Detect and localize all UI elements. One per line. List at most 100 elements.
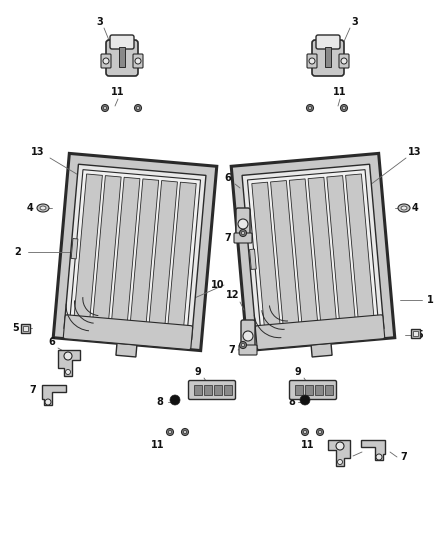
Text: 2: 2 <box>14 247 21 257</box>
Text: 10: 10 <box>211 280 225 290</box>
FancyBboxPatch shape <box>307 54 317 68</box>
Bar <box>295 385 303 395</box>
Circle shape <box>243 331 253 341</box>
Text: 9: 9 <box>295 367 301 377</box>
Bar <box>70 169 201 334</box>
FancyBboxPatch shape <box>101 54 111 68</box>
Bar <box>92 176 121 324</box>
Text: 6: 6 <box>49 337 55 347</box>
Bar <box>149 181 177 328</box>
Circle shape <box>309 58 315 64</box>
Bar <box>252 182 280 330</box>
Polygon shape <box>361 440 385 460</box>
FancyBboxPatch shape <box>290 381 336 400</box>
Circle shape <box>170 395 180 405</box>
Bar <box>308 177 337 325</box>
Bar <box>22 326 28 330</box>
Circle shape <box>66 369 71 375</box>
Text: 7: 7 <box>225 233 231 243</box>
Text: 7: 7 <box>229 345 235 355</box>
FancyBboxPatch shape <box>133 54 143 68</box>
FancyBboxPatch shape <box>110 35 134 49</box>
Text: 11: 11 <box>111 87 125 97</box>
Circle shape <box>341 58 347 64</box>
Bar <box>224 385 232 395</box>
Circle shape <box>103 106 107 110</box>
Text: 4: 4 <box>27 203 33 213</box>
Circle shape <box>181 429 188 435</box>
Bar <box>116 343 137 357</box>
Bar <box>410 328 420 337</box>
Text: 8: 8 <box>156 397 163 407</box>
Bar <box>271 181 299 328</box>
Ellipse shape <box>40 206 46 210</box>
Bar <box>250 249 256 270</box>
Bar <box>325 385 333 395</box>
Circle shape <box>338 459 343 464</box>
Bar <box>315 385 323 395</box>
Circle shape <box>342 106 346 110</box>
Text: 11: 11 <box>333 87 347 97</box>
FancyBboxPatch shape <box>188 381 236 400</box>
Text: 7: 7 <box>401 452 407 462</box>
Circle shape <box>307 104 314 111</box>
Circle shape <box>136 106 140 110</box>
Bar <box>346 174 374 322</box>
Bar <box>130 179 159 327</box>
Bar <box>74 174 102 322</box>
Circle shape <box>166 429 173 435</box>
Bar <box>327 176 355 324</box>
Polygon shape <box>42 385 66 405</box>
Bar <box>311 343 332 357</box>
FancyBboxPatch shape <box>64 315 193 350</box>
Ellipse shape <box>398 204 410 212</box>
FancyBboxPatch shape <box>53 154 217 351</box>
Circle shape <box>300 395 310 405</box>
Polygon shape <box>328 440 350 466</box>
Bar <box>242 164 384 340</box>
Text: 6: 6 <box>225 173 231 183</box>
Ellipse shape <box>401 206 407 210</box>
Text: 12: 12 <box>338 447 352 457</box>
Text: 12: 12 <box>226 290 240 300</box>
Circle shape <box>340 104 347 111</box>
Bar <box>21 324 29 333</box>
Circle shape <box>102 104 109 111</box>
Circle shape <box>308 106 312 110</box>
FancyBboxPatch shape <box>312 40 344 76</box>
Bar <box>111 177 140 325</box>
FancyBboxPatch shape <box>234 233 252 243</box>
Circle shape <box>238 219 248 229</box>
Text: 5: 5 <box>417 330 424 340</box>
Text: 8: 8 <box>289 397 296 407</box>
Circle shape <box>103 58 109 64</box>
Bar <box>290 179 318 327</box>
FancyBboxPatch shape <box>231 154 395 351</box>
Text: 3: 3 <box>352 17 358 27</box>
Bar <box>64 164 206 340</box>
FancyBboxPatch shape <box>236 208 250 240</box>
Circle shape <box>168 430 172 434</box>
Circle shape <box>241 343 245 347</box>
Bar <box>194 385 202 395</box>
Bar <box>214 385 222 395</box>
Bar <box>119 47 125 67</box>
Text: 3: 3 <box>97 17 103 27</box>
Text: 9: 9 <box>194 367 201 377</box>
Text: 11: 11 <box>301 440 315 450</box>
Circle shape <box>240 342 247 349</box>
Circle shape <box>64 352 72 360</box>
Circle shape <box>318 430 322 434</box>
Text: 13: 13 <box>408 147 422 157</box>
Text: 11: 11 <box>151 440 165 450</box>
Circle shape <box>317 429 324 435</box>
Circle shape <box>376 454 382 460</box>
Circle shape <box>241 231 245 235</box>
Polygon shape <box>58 350 80 376</box>
Circle shape <box>134 104 141 111</box>
Text: 4: 4 <box>412 203 418 213</box>
Text: 13: 13 <box>31 147 45 157</box>
Bar <box>71 239 78 259</box>
Bar <box>204 385 212 395</box>
Circle shape <box>303 430 307 434</box>
